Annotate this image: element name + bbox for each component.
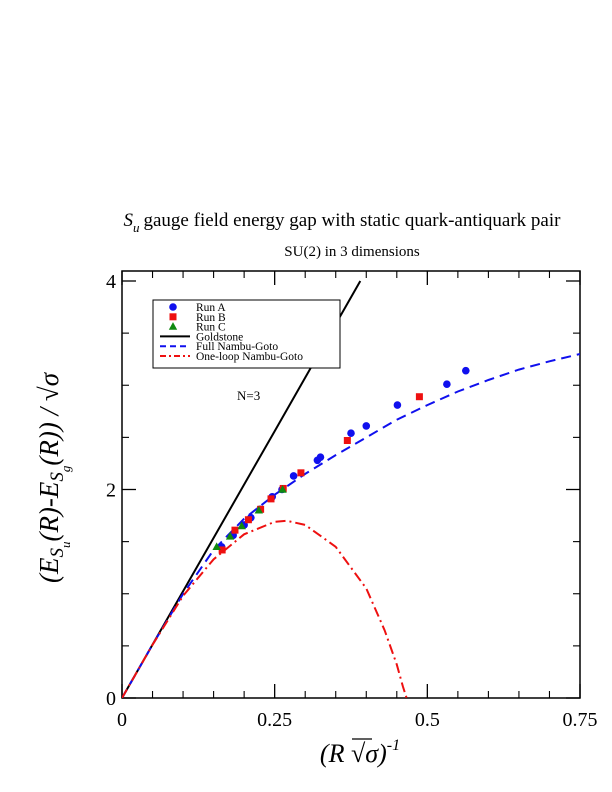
data-point-run-b <box>231 526 239 534</box>
y-tick-labels: 0 2 4 <box>106 271 116 710</box>
data-point-run-c <box>225 531 235 540</box>
data-point-run-a <box>393 401 402 409</box>
series-line-full-nambu-goto <box>122 353 580 698</box>
legend-marker-run-a <box>169 303 177 311</box>
series-points <box>212 366 470 554</box>
legend-marker-run-b <box>169 313 177 321</box>
legend-marker-run-c <box>168 322 178 330</box>
y-axis-label: (ESu(R)-ESg(R)) / √σ <box>34 371 73 583</box>
y-tick-label: 2 <box>106 480 116 502</box>
legend-label-run-b: Run B <box>196 312 226 324</box>
x-axis-label: (R √σ)-1 <box>320 737 400 768</box>
y-tick-label: 4 <box>106 271 116 293</box>
legend-label-run-a: Run A <box>196 302 226 314</box>
data-point-run-b <box>415 393 423 401</box>
data-point-run-b <box>297 469 305 477</box>
series-line-one-loop-nambu-goto <box>122 519 408 698</box>
x-tick-label: 0 <box>117 709 127 731</box>
data-point-run-b <box>218 546 226 554</box>
data-point-run-b <box>267 495 275 503</box>
legend-label-run-c: Run C <box>196 322 226 334</box>
data-point-run-c <box>237 521 246 530</box>
data-point-run-a <box>362 422 371 430</box>
x-tick-label: 0.25 <box>257 709 292 731</box>
chart-subtitle: SU(2) in 3 dimensions <box>284 244 420 260</box>
data-point-run-c <box>254 505 263 514</box>
data-point-run-a <box>289 472 298 480</box>
data-point-run-a <box>347 429 355 438</box>
data-point-run-a <box>462 366 470 375</box>
x-tick-label: 0.5 <box>415 709 440 731</box>
axis-ticks <box>121 271 581 699</box>
data-point-run-b <box>343 437 351 445</box>
legend-label-one-loop-nambu-goto: One-loop Nambu-Goto <box>196 351 303 363</box>
data-point-run-a <box>443 380 451 389</box>
annotation-n3: N=3 <box>237 388 260 403</box>
data-point-run-c <box>212 542 221 551</box>
chart-title: Su gauge field energy gap with static qua… <box>124 210 562 235</box>
data-point-run-c <box>278 485 287 493</box>
data-point-run-b <box>244 516 252 524</box>
x-tick-labels: 0 0.25 0.5 0.75 <box>117 709 598 731</box>
y-tick-label: 0 <box>106 688 116 710</box>
x-tick-label: 0.75 <box>563 709 598 731</box>
legend-label-goldstone: Goldstone <box>196 331 243 343</box>
data-point-run-a <box>316 453 325 461</box>
legend-label-full-nambu-goto: Full Nambu-Goto <box>196 341 278 353</box>
plot-frame <box>121 270 581 699</box>
